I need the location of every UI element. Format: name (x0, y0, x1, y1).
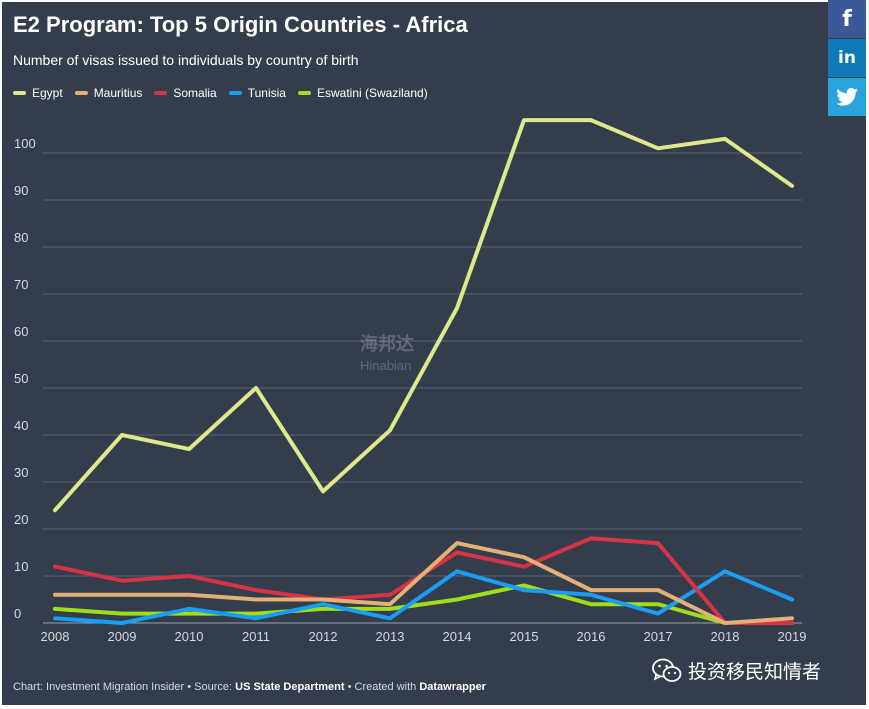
wechat-badge: 投资移民知情者 (652, 657, 821, 684)
legend-label: Egypt (32, 86, 63, 100)
y-tick-label: 30 (14, 465, 28, 480)
legend-label: Eswatini (Swaziland) (316, 86, 428, 100)
x-tick-label: 2008 (41, 629, 70, 644)
wechat-icon (652, 658, 682, 682)
y-tick-label: 20 (14, 512, 28, 527)
y-tick-label: 40 (14, 418, 28, 433)
x-tick-label: 2015 (510, 629, 539, 644)
series-line-mauritius (53, 541, 794, 625)
chart-legend: Egypt Mauritius Somalia Tunisia Eswatini (Sw… (13, 86, 428, 100)
series-line-egypt (53, 118, 794, 513)
footer-middle: • Created with (344, 681, 420, 693)
twitter-icon (836, 88, 858, 106)
y-tick-label: 0 (14, 606, 21, 621)
legend-swatch (74, 91, 88, 95)
legend-swatch (154, 91, 168, 95)
series-line-tunisia (53, 569, 794, 625)
facebook-share-button[interactable]: f (828, 0, 866, 38)
linkedin-icon: in (838, 48, 856, 68)
x-tick-label: 2017 (644, 629, 673, 644)
legend-swatch (228, 91, 242, 95)
x-tick-label: 2009 (108, 629, 137, 644)
x-tick-label: 2011 (242, 629, 270, 644)
legend-label: Mauritius (93, 86, 143, 100)
wechat-label: 投资移民知情者 (688, 662, 822, 683)
x-tick-label: 2013 (376, 629, 405, 644)
legend-swatch (13, 91, 26, 95)
y-tick-label: 60 (14, 324, 28, 339)
legend-item: Egypt (13, 86, 63, 100)
x-tick-label: 2016 (577, 629, 606, 644)
y-tick-label: 50 (14, 371, 28, 386)
footer-tool-link[interactable]: Datawrapper (419, 681, 486, 693)
facebook-icon: f (842, 6, 852, 32)
chart-subtitle: Number of visas issued to individuals by… (13, 52, 359, 68)
social-share-bar: f in (828, 0, 866, 117)
y-tick-label: 10 (14, 559, 28, 574)
y-tick-label: 90 (14, 183, 28, 198)
x-tick-label: 2010 (175, 629, 204, 644)
linkedin-share-button[interactable]: in (828, 39, 866, 77)
y-tick-label: 80 (14, 230, 28, 245)
chart-footer: Chart: Investment Migration Insider • So… (13, 681, 486, 693)
legend-label: Tunisia (247, 86, 286, 100)
twitter-share-button[interactable] (828, 78, 866, 116)
legend-item: Somalia (154, 86, 217, 100)
footer-prefix: Chart: Investment Migration Insider • So… (13, 681, 236, 693)
legend-label: Somalia (173, 86, 217, 100)
x-tick-label: 2014 (443, 629, 472, 644)
y-tick-label: 70 (14, 277, 28, 292)
series-line-eswatini-swaziland (53, 583, 794, 625)
y-tick-label: 100 (14, 136, 36, 151)
x-tick-label: 2019 (778, 629, 807, 644)
footer-source-link[interactable]: US State Department (235, 681, 345, 693)
chart-title: E2 Program: Top 5 Origin Countries - Afr… (13, 12, 468, 37)
legend-item: Mauritius (74, 86, 143, 100)
x-tick-label: 2018 (711, 629, 740, 644)
legend-item: Tunisia (228, 86, 286, 100)
legend-item: Eswatini (Swaziland) (297, 86, 428, 100)
legend-swatch (297, 91, 311, 95)
x-tick-label: 2012 (309, 629, 338, 644)
